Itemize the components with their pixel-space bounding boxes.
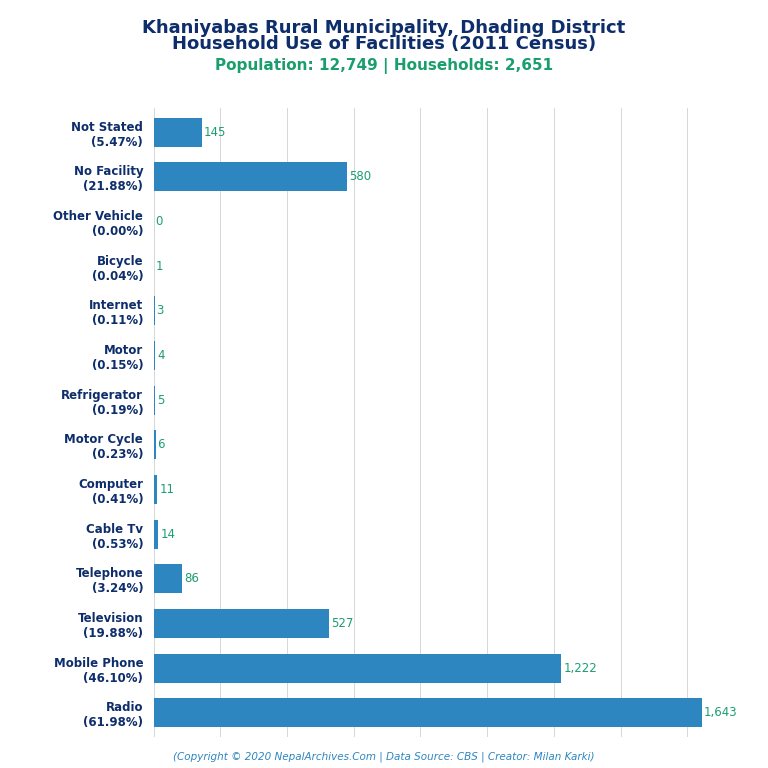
Text: 580: 580 (349, 170, 371, 184)
Text: 145: 145 (204, 126, 227, 138)
Text: 14: 14 (161, 528, 175, 541)
Text: 0: 0 (156, 215, 163, 228)
Bar (154, 519, 158, 548)
Bar (154, 609, 329, 638)
Text: 527: 527 (331, 617, 354, 630)
Bar (154, 430, 156, 459)
Text: 3: 3 (157, 304, 164, 317)
Text: 1,222: 1,222 (563, 661, 597, 674)
Text: Population: 12,749 | Households: 2,651: Population: 12,749 | Households: 2,651 (215, 58, 553, 74)
Bar (154, 698, 702, 727)
Bar (154, 162, 347, 191)
Text: (Copyright © 2020 NepalArchives.Com | Data Source: CBS | Creator: Milan Karki): (Copyright © 2020 NepalArchives.Com | Da… (174, 751, 594, 762)
Bar (154, 654, 561, 683)
Bar (154, 118, 202, 147)
Bar (154, 341, 155, 370)
Text: 6: 6 (157, 439, 165, 452)
Bar (154, 386, 155, 415)
Text: 86: 86 (184, 572, 199, 585)
Text: 1: 1 (156, 260, 164, 273)
Text: 4: 4 (157, 349, 164, 362)
Text: Household Use of Facilities (2011 Census): Household Use of Facilities (2011 Census… (172, 35, 596, 53)
Text: Khaniyabas Rural Municipality, Dhading District: Khaniyabas Rural Municipality, Dhading D… (142, 19, 626, 37)
Text: 5: 5 (157, 393, 164, 406)
Bar (154, 475, 157, 504)
Text: 1,643: 1,643 (703, 707, 737, 719)
Bar (154, 564, 182, 593)
Text: 11: 11 (159, 483, 174, 496)
